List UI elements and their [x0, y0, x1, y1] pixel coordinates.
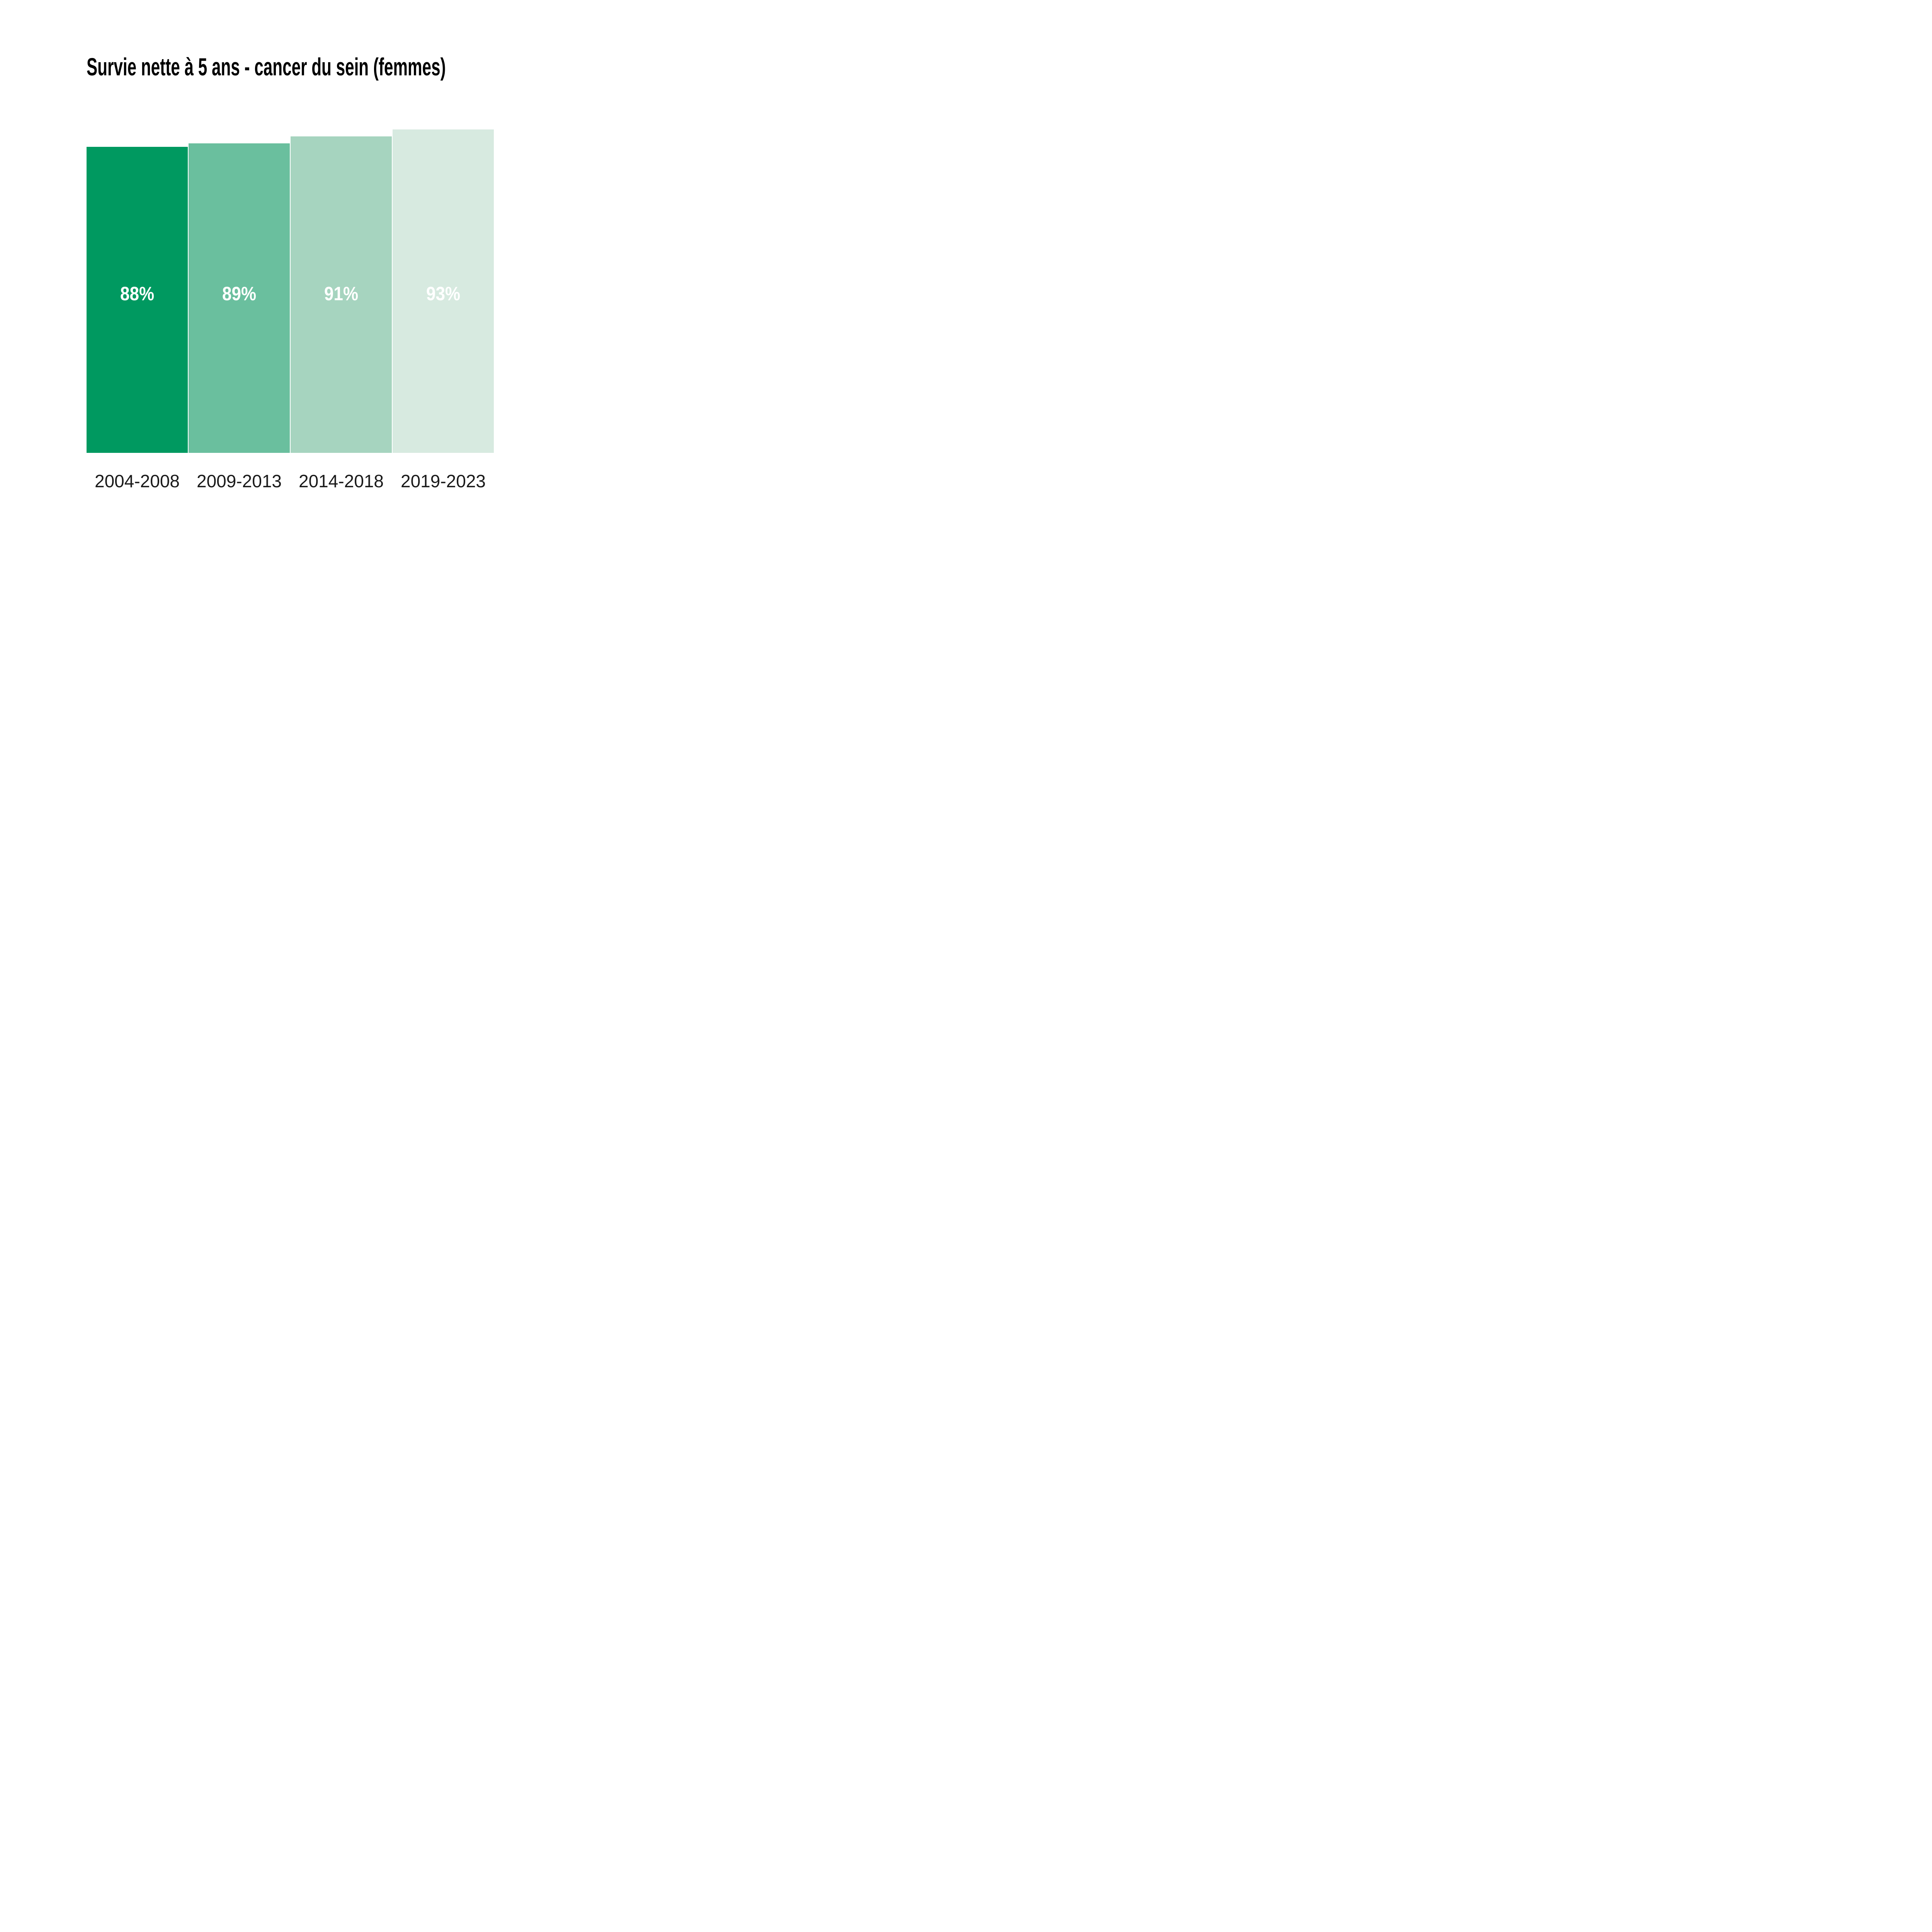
bar-2009-2013	[189, 143, 290, 453]
bar-value-label: 93%	[393, 284, 494, 303]
bar-value-text: 88%	[120, 283, 155, 304]
bar-value-label: 89%	[189, 284, 290, 303]
bar-category-label: 2014-2018	[299, 471, 384, 491]
chart-canvas: Survie nette à 5 ans - cancer du sein (f…	[0, 0, 588, 553]
bar-category-label: 2004-2008	[95, 471, 180, 491]
bar-2014-2018	[291, 136, 392, 453]
bar-category-label: 2009-2013	[197, 471, 282, 491]
bar-value-label: 91%	[291, 284, 392, 303]
bar-2019-2023	[393, 129, 494, 453]
bar-value-label: 88%	[87, 284, 188, 303]
chart-title: Survie nette à 5 ans - cancer du sein (f…	[87, 53, 446, 81]
bar-value-text: 93%	[426, 283, 461, 304]
bar-value-text: 89%	[222, 283, 257, 304]
bar-2004-2008	[87, 147, 188, 453]
bar-category-label: 2019-2023	[401, 471, 486, 491]
bar-value-text: 91%	[324, 283, 359, 304]
